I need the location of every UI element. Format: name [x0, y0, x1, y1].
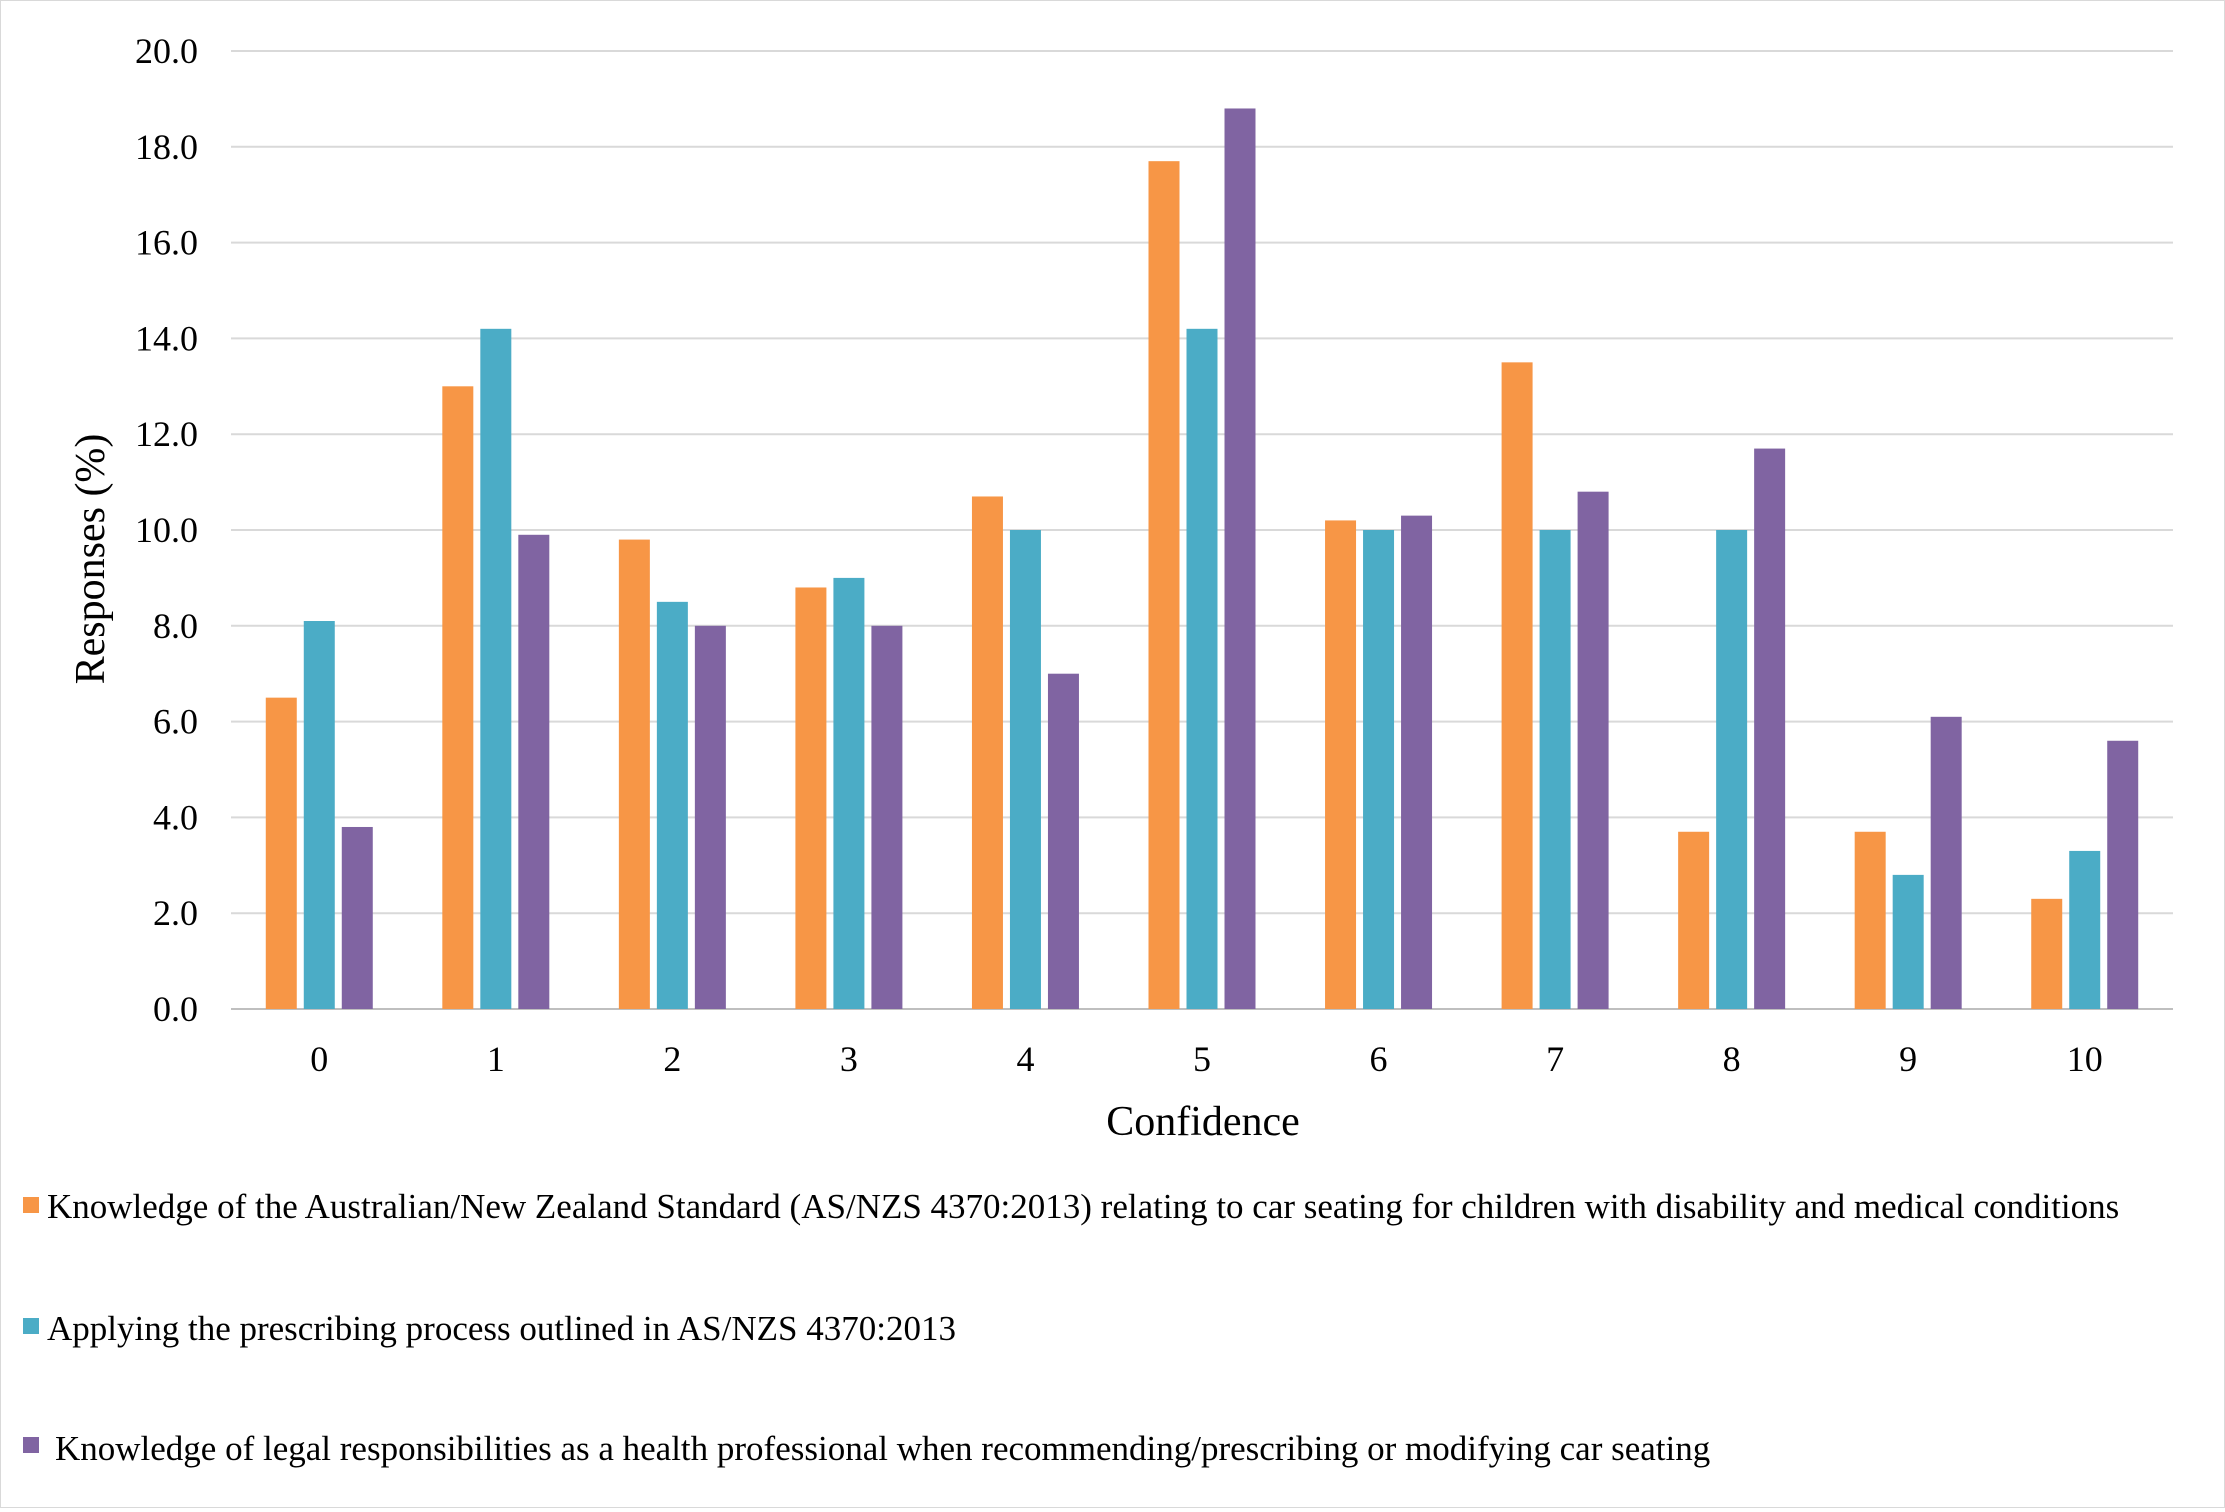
bar-series-3-cat-9: [1930, 716, 1962, 1009]
bar-series-2-cat-4: [1009, 530, 1041, 1009]
x-axis-title: Confidence: [1106, 1099, 1300, 1145]
y-tick-label: 0.0: [153, 989, 198, 1029]
bar-series-3-cat-6: [1401, 515, 1433, 1009]
x-tick-label: 10: [2067, 1039, 2103, 1079]
bar-series-3-cat-7: [1577, 491, 1609, 1009]
bar-series-2-cat-7: [1539, 530, 1571, 1009]
bar-series-2-cat-6: [1363, 530, 1395, 1009]
bar-series-3-cat-3: [871, 625, 903, 1009]
y-tick-label: 18.0: [135, 127, 198, 167]
x-tick-label: 8: [1723, 1039, 1741, 1079]
x-tick-label: 1: [487, 1039, 505, 1079]
x-tick-label: 4: [1016, 1039, 1034, 1079]
y-tick-label: 10.0: [135, 510, 198, 550]
y-axis-ticks: 0.0 2.0 4.0 6.0 8.0 10.0 12.0 14.0 16.0 18.0 20.0: [135, 31, 198, 1029]
x-axis-ticks: 0 1 2 3 4 5 6 7 8 9 10: [310, 1039, 2102, 1079]
y-axis-title: Responses (%): [68, 434, 114, 685]
y-tick-label: 8.0: [153, 606, 198, 646]
legend-label-series-1: Knowledge of the Australian/New Zealand …: [47, 1187, 2119, 1226]
bar-series-3-cat-0: [341, 826, 373, 1009]
bar-series-3-cat-2: [694, 625, 726, 1009]
bar-series-1-cat-6: [1325, 520, 1357, 1009]
y-tick-label: 4.0: [153, 797, 198, 837]
x-tick-label: 0: [310, 1039, 328, 1079]
bar-series-2-cat-3: [833, 577, 865, 1009]
bar-series-3-cat-10: [2107, 740, 2139, 1009]
bar-series-1-cat-4: [971, 496, 1003, 1010]
y-tick-label: 2.0: [153, 893, 198, 933]
bar-series-2-cat-2: [656, 601, 688, 1009]
bar-series-3-cat-4: [1047, 673, 1079, 1009]
y-tick-label: 12.0: [135, 414, 198, 454]
bar-series-1-cat-0: [265, 697, 297, 1009]
bar-series-2-cat-10: [2069, 850, 2101, 1009]
y-tick-label: 14.0: [135, 318, 198, 358]
bar-series-1-cat-8: [1678, 831, 1710, 1009]
bar-series-3-cat-1: [518, 534, 550, 1009]
bar-series-1-cat-1: [442, 386, 474, 1009]
legend-label-series-2: Applying the prescribing process outline…: [47, 1309, 956, 1348]
legend: Knowledge of the Australian/New Zealand …: [23, 1187, 2119, 1468]
bar-series-2-cat-5: [1186, 328, 1218, 1009]
legend-label-series-3: Knowledge of legal responsibilities as a…: [55, 1429, 1710, 1468]
x-tick-label: 5: [1193, 1039, 1211, 1079]
bar-series-2-cat-0: [303, 621, 335, 1009]
bar-series-1-cat-2: [618, 539, 650, 1009]
x-tick-label: 3: [840, 1039, 858, 1079]
bars: [265, 108, 2139, 1010]
y-tick-label: 16.0: [135, 223, 198, 263]
bar-series-1-cat-10: [2031, 898, 2063, 1009]
bar-series-3-cat-8: [1754, 448, 1786, 1009]
x-tick-label: 2: [663, 1039, 681, 1079]
legend-swatch-series-2: [23, 1318, 39, 1334]
x-tick-label: 9: [1899, 1039, 1917, 1079]
legend-swatch-series-3: [23, 1437, 39, 1453]
bar-series-1-cat-5: [1148, 161, 1180, 1010]
bar-series-1-cat-3: [795, 587, 827, 1009]
x-tick-label: 7: [1546, 1039, 1564, 1079]
y-tick-label: 20.0: [135, 31, 198, 71]
bar-series-1-cat-9: [1854, 831, 1886, 1009]
bar-series-1-cat-7: [1501, 362, 1533, 1010]
bar-series-2-cat-9: [1892, 874, 1924, 1009]
bar-series-2-cat-8: [1716, 530, 1748, 1009]
bar-series-2-cat-1: [480, 328, 512, 1009]
y-tick-label: 6.0: [153, 702, 198, 742]
bar-series-3-cat-5: [1224, 108, 1256, 1010]
x-tick-label: 6: [1370, 1039, 1388, 1079]
legend-swatch-series-1: [23, 1197, 39, 1213]
